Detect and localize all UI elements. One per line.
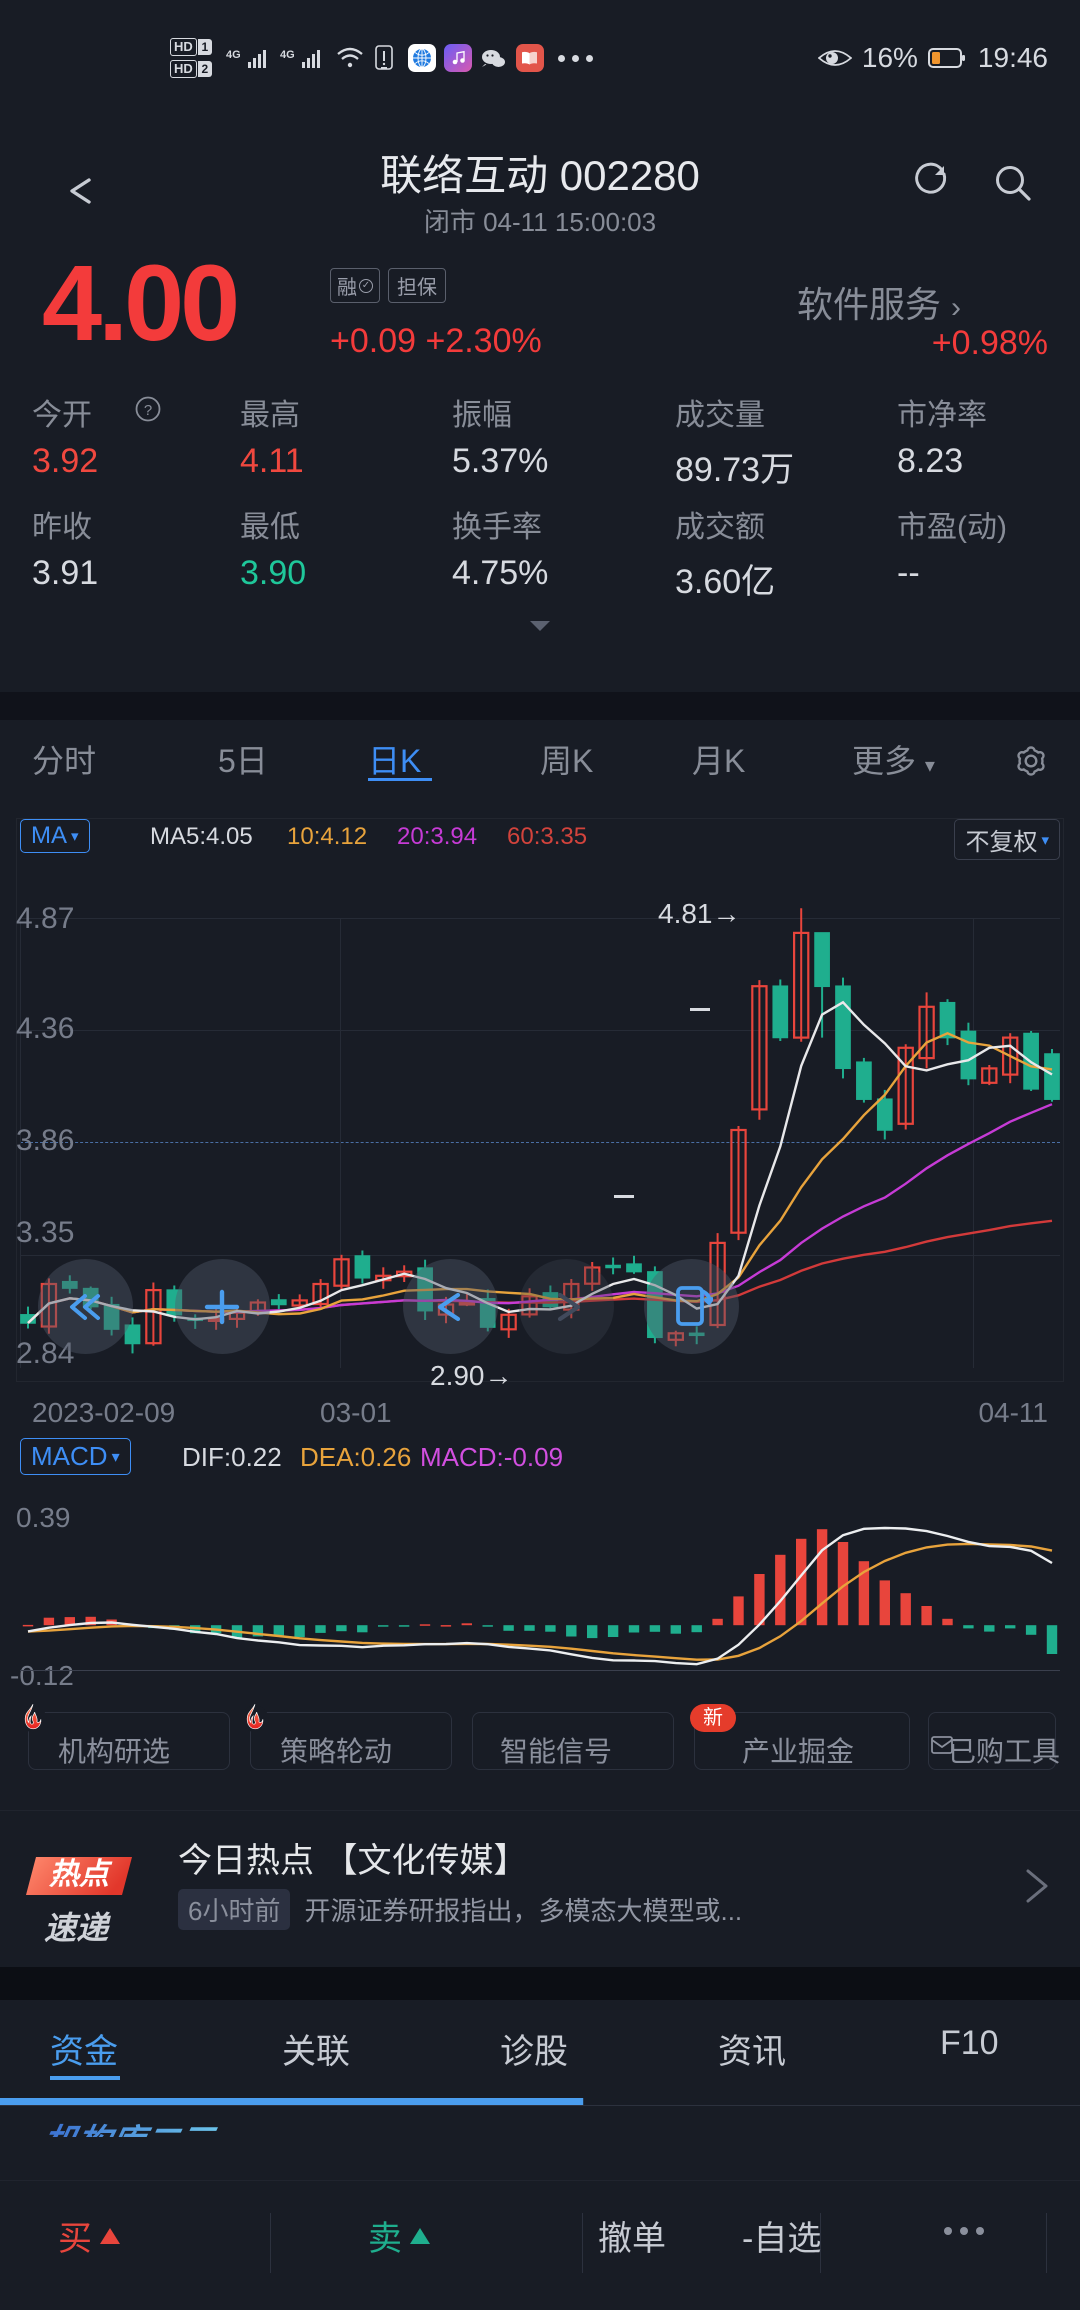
- svg-text:热点: 热点: [48, 1858, 113, 1891]
- svg-text:机构库二三: 机构库二三: [46, 2123, 219, 2137]
- svg-text:速递: 速递: [44, 1910, 111, 1946]
